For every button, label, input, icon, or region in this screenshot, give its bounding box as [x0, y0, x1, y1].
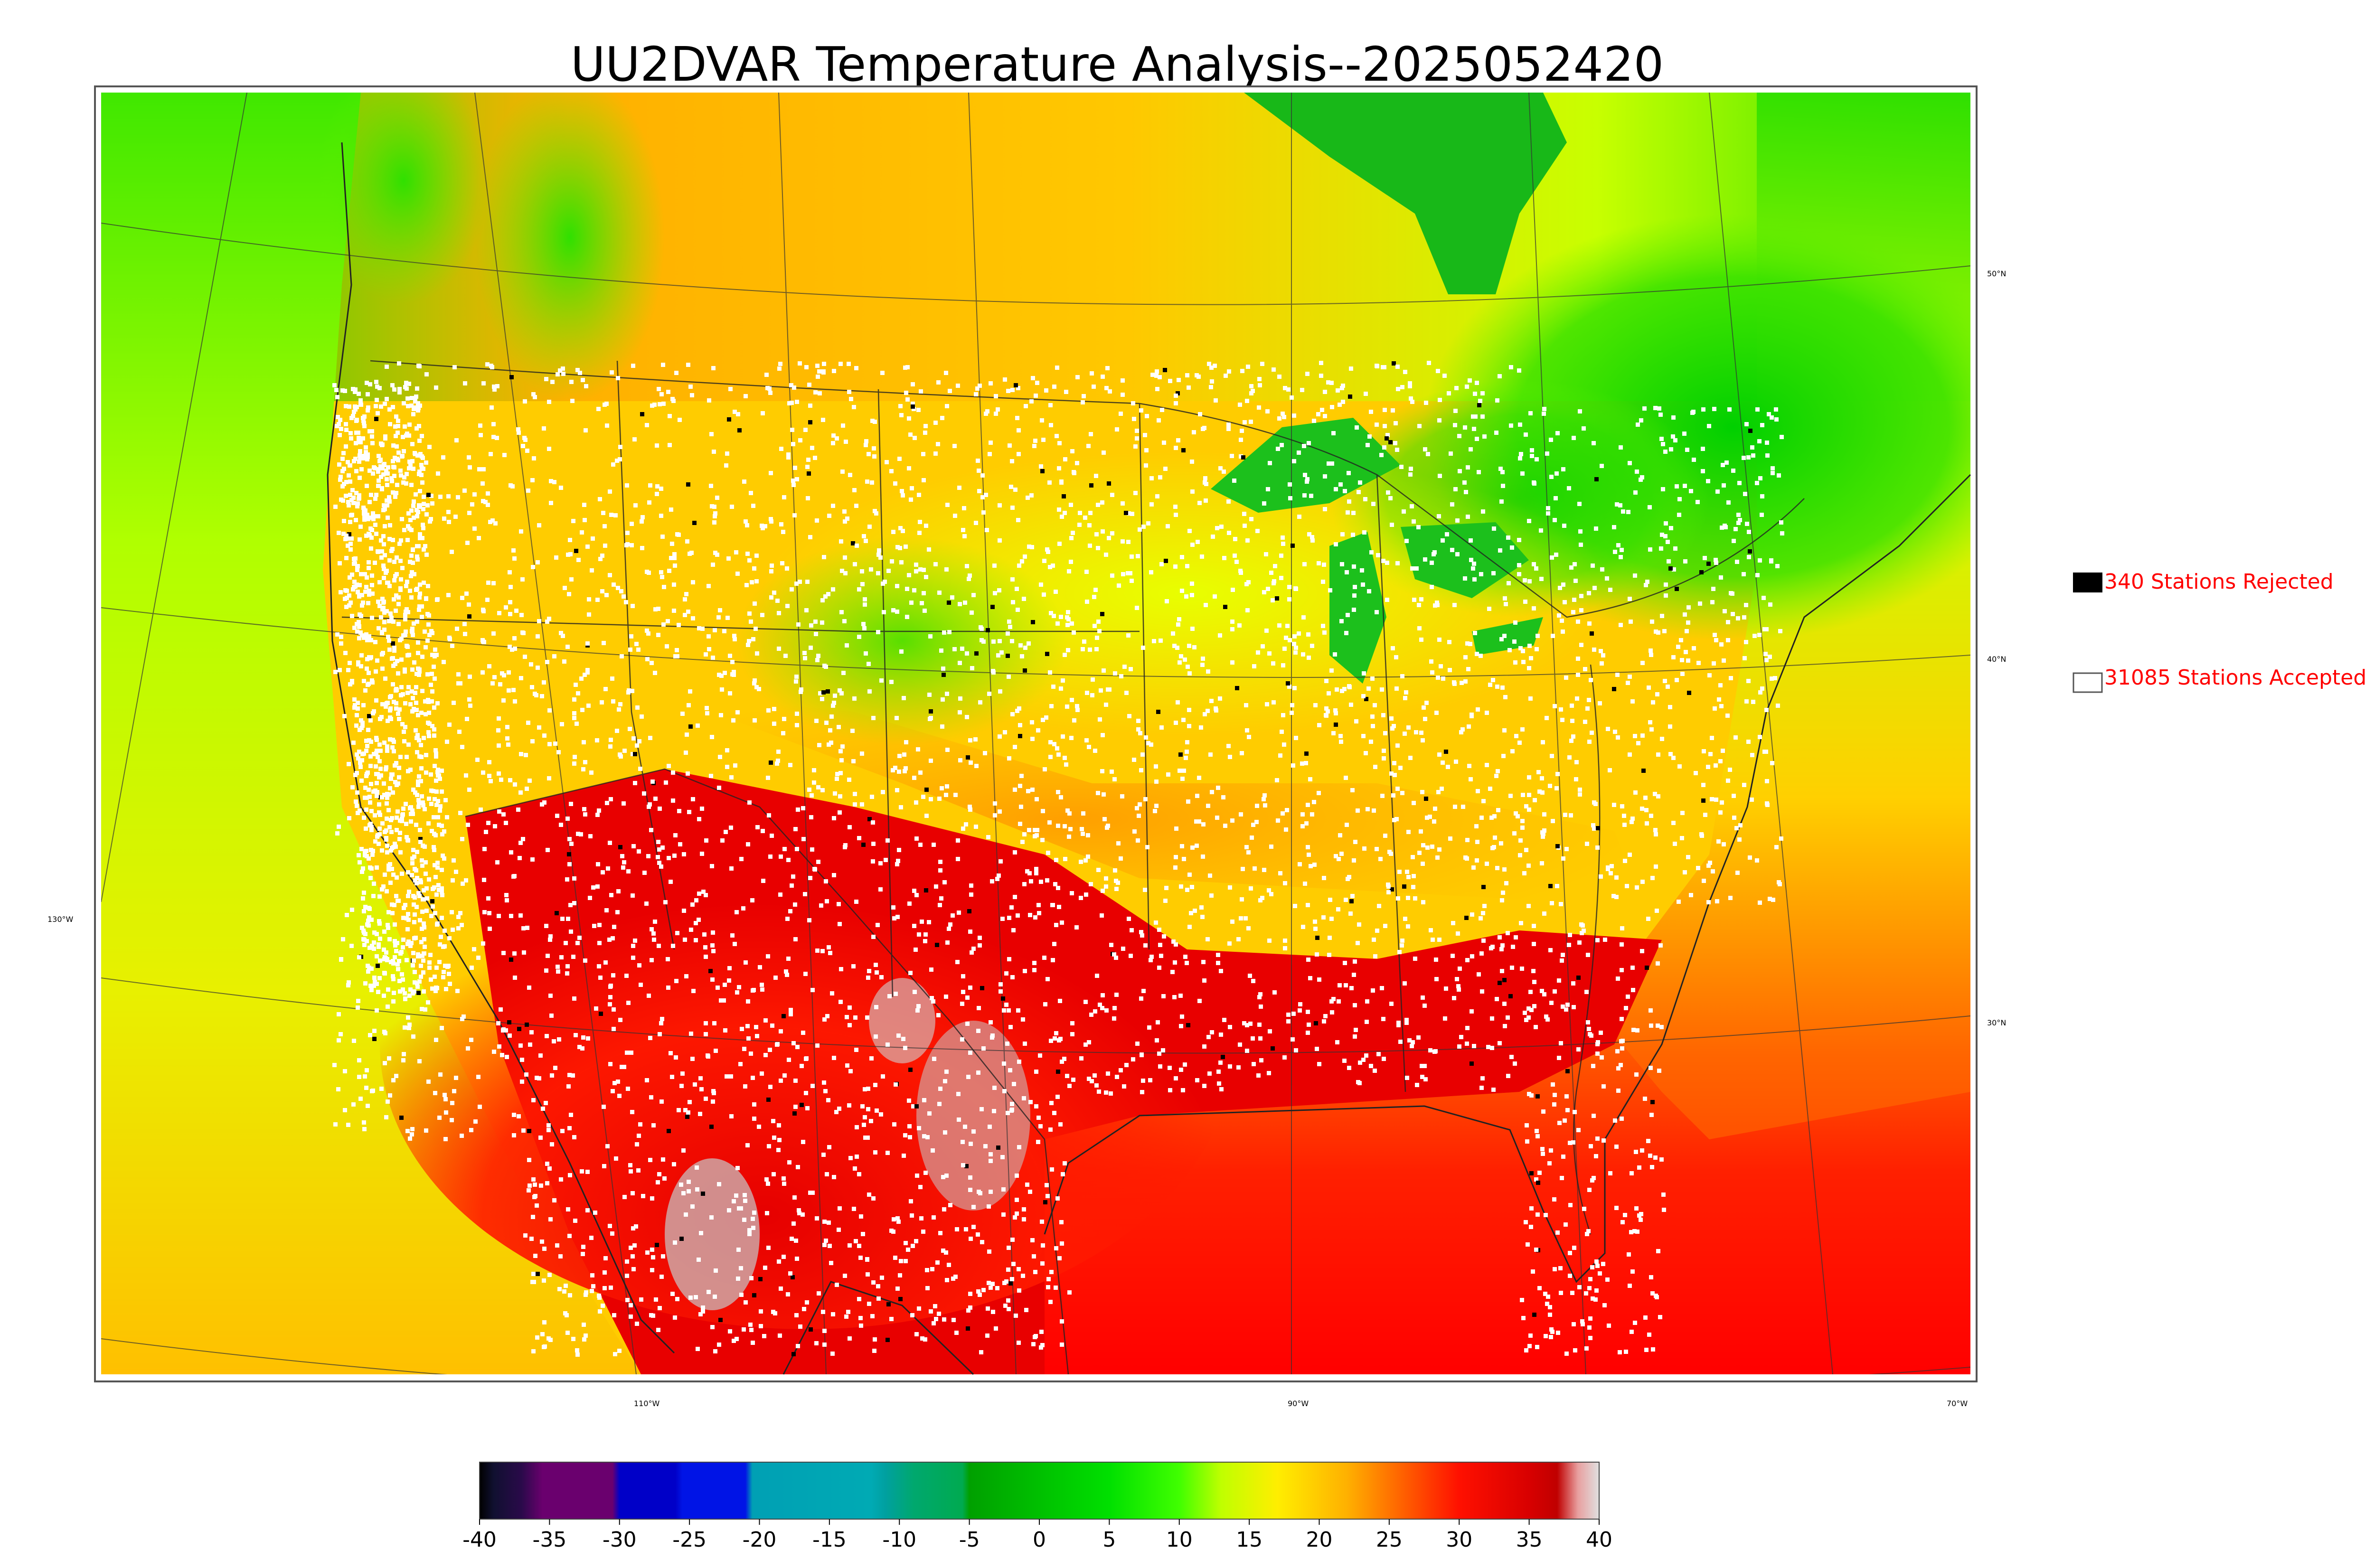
- longitude-labels: 130°W 110°W 90°W 70°W: [47, 915, 1968, 1408]
- colorbar-tick-label: 10: [1166, 1528, 1193, 1552]
- accepted-swatch: [2073, 672, 2103, 693]
- latitude-labels: 50°N 40°N 30°N: [1987, 269, 2006, 1027]
- lon-label-70w: 70°W: [1947, 1399, 1968, 1408]
- colorbar-tick-label: 30: [1446, 1528, 1472, 1552]
- graticule: [101, 93, 1970, 1374]
- colorbar-tick-label: 35: [1516, 1528, 1543, 1552]
- colorbar-tick-label: -15: [812, 1528, 847, 1552]
- colorbar-tick-label: -35: [532, 1528, 566, 1552]
- station-markers: [332, 361, 1784, 1357]
- coastline: [327, 142, 1971, 1375]
- rejected-label: 340 Stations Rejected: [2104, 570, 2334, 594]
- lon-label-110w: 110°W: [634, 1399, 660, 1408]
- colorbar-tick-label: -5: [959, 1528, 980, 1552]
- figure-title: UU2DVAR Temperature Analysis--2025052420: [571, 37, 1664, 92]
- colorbar-ticks: -40 -35 -30 -25 -20 -15 -10 -5 0 5 10 15 20 25 30 35 40: [462, 1519, 1612, 1552]
- colorbar-tick-label: -20: [743, 1528, 777, 1552]
- lat-label-30n: 30°N: [1987, 1018, 2006, 1027]
- colorbar-tick-label: 40: [1586, 1528, 1612, 1552]
- colorbar-gradient: [479, 1462, 1600, 1520]
- map-panel: [94, 85, 1978, 1382]
- lon-label-130w: 130°W: [47, 915, 74, 924]
- colorbar-tick-label: 15: [1236, 1528, 1262, 1552]
- colorbar-tick-label: -30: [603, 1528, 637, 1552]
- colorbar-tick-label: 5: [1102, 1528, 1116, 1552]
- rejected-swatch: [2073, 573, 2102, 592]
- colorbar-tick-label: 20: [1306, 1528, 1333, 1552]
- colorbar-tick-label: -10: [882, 1528, 916, 1552]
- colorbar-tick-label: -25: [672, 1528, 707, 1552]
- colorbar-tick-label: 25: [1376, 1528, 1403, 1552]
- boundaries: [341, 360, 1805, 1375]
- lat-label-50n: 50°N: [1987, 269, 2006, 278]
- colorbar-tick-label: 0: [1033, 1528, 1046, 1552]
- colorbar: -40 -35 -30 -25 -20 -15 -10 -5 0 5 10 15 20 25 30 35 40: [462, 1462, 1612, 1552]
- lon-label-90w: 90°W: [1288, 1399, 1309, 1408]
- temperature-field: [101, 93, 1970, 1374]
- colorbar-tick-label: -40: [462, 1528, 497, 1552]
- lat-label-40n: 40°N: [1987, 655, 2006, 664]
- accepted-label: 31085 Stations Accepted: [2104, 666, 2366, 690]
- station-legend: 340 Stations Rejected 31085 Stations Acc…: [2073, 570, 2366, 693]
